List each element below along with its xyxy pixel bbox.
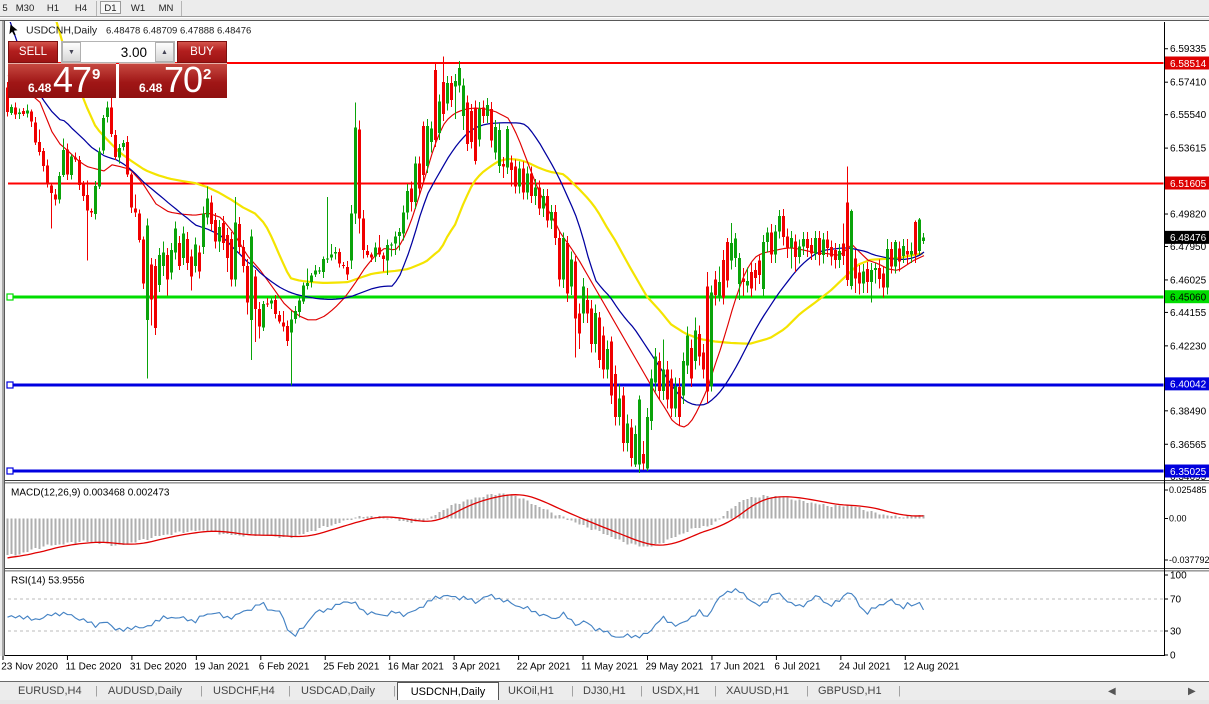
svg-text:6.46025: 6.46025 (1170, 275, 1207, 286)
svg-text:RSI(14) 53.9556: RSI(14) 53.9556 (11, 576, 85, 587)
svg-text:6 Feb 2021: 6 Feb 2021 (259, 662, 310, 673)
svg-text:6.48476: 6.48476 (1170, 233, 1207, 244)
svg-text:23 Nov 2020: 23 Nov 2020 (1, 662, 58, 673)
svg-text:6.49820: 6.49820 (1170, 210, 1207, 221)
svg-text:29 May 2021: 29 May 2021 (646, 662, 704, 673)
svg-text:25 Feb 2021: 25 Feb 2021 (323, 662, 380, 673)
svg-text:6.47950: 6.47950 (1170, 242, 1207, 253)
svg-text:24 Jul 2021: 24 Jul 2021 (839, 662, 891, 673)
svg-text:22 Apr 2021: 22 Apr 2021 (517, 662, 571, 673)
svg-text:30: 30 (1170, 627, 1182, 638)
svg-text:6.58514: 6.58514 (1170, 59, 1207, 70)
svg-text:16 Mar 2021: 16 Mar 2021 (388, 662, 445, 673)
svg-text:17 Jun 2021: 17 Jun 2021 (710, 662, 765, 673)
svg-text:6.42230: 6.42230 (1170, 341, 1207, 352)
svg-text:11 May 2021: 11 May 2021 (581, 662, 639, 673)
svg-text:12 Aug 2021: 12 Aug 2021 (903, 662, 960, 673)
svg-text:6.36565: 6.36565 (1170, 440, 1207, 451)
svg-text:0.025485: 0.025485 (1169, 485, 1207, 495)
svg-text:0.00: 0.00 (1169, 514, 1187, 524)
svg-text:-0.037792: -0.037792 (1169, 555, 1209, 565)
svg-text:USDCNH,Daily: USDCNH,Daily (26, 25, 98, 37)
svg-text:0: 0 (1170, 651, 1176, 662)
svg-text:6.51605: 6.51605 (1170, 179, 1207, 190)
svg-text:6 Jul 2021: 6 Jul 2021 (774, 662, 821, 673)
svg-text:6.59335: 6.59335 (1170, 44, 1207, 55)
svg-text:6.55540: 6.55540 (1170, 110, 1207, 121)
svg-text:70: 70 (1170, 595, 1182, 606)
svg-text:6.35025: 6.35025 (1170, 467, 1207, 478)
svg-text:6.45060: 6.45060 (1170, 293, 1207, 304)
svg-text:6.57410: 6.57410 (1170, 78, 1207, 89)
svg-text:11 Dec 2020: 11 Dec 2020 (65, 662, 121, 673)
svg-text:6.48478 6.48709 6.47888 6.4847: 6.48478 6.48709 6.47888 6.48476 (106, 26, 251, 37)
svg-text:3 Apr 2021: 3 Apr 2021 (452, 662, 501, 673)
svg-text:6.40042: 6.40042 (1170, 380, 1207, 391)
svg-text:MACD(12,26,9) 0.003468 0.00247: MACD(12,26,9) 0.003468 0.002473 (11, 488, 170, 499)
svg-text:31 Dec 2020: 31 Dec 2020 (130, 662, 187, 673)
svg-text:6.53615: 6.53615 (1170, 144, 1207, 155)
svg-text:6.44155: 6.44155 (1170, 308, 1207, 319)
svg-text:100: 100 (1170, 571, 1187, 582)
svg-text:6.38490: 6.38490 (1170, 406, 1207, 417)
svg-text:19 Jan 2021: 19 Jan 2021 (194, 662, 249, 673)
svg-text:6.34695: 6.34695 (1170, 472, 1207, 483)
